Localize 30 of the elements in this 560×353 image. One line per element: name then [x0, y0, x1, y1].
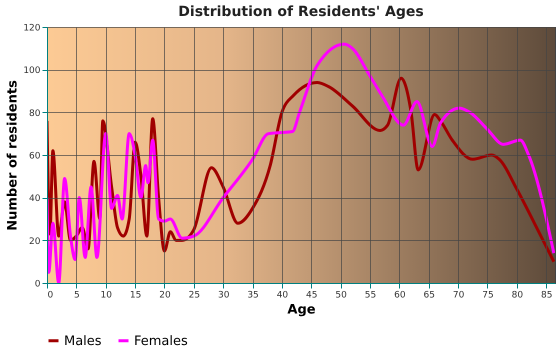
- y-tick-label: 100: [23, 66, 41, 76]
- x-tick-label: 0: [48, 290, 54, 300]
- x-tick-label: 55: [364, 290, 376, 300]
- y-tick-label: 40: [29, 194, 41, 204]
- y-tick-label: 0: [34, 280, 41, 290]
- x-tick-label: 75: [482, 290, 494, 300]
- x-tick-label: 20: [159, 290, 171, 300]
- y-axis-title: Number of residents: [5, 80, 20, 231]
- legend-label: Females: [134, 334, 188, 349]
- x-tick-label: 70: [452, 290, 465, 300]
- x-tick-label: 80: [512, 290, 524, 300]
- x-tick-label: 60: [394, 290, 406, 300]
- x-tick-label: 5: [74, 290, 80, 300]
- y-tick-label: 120: [23, 24, 41, 34]
- y-tick-label: 20: [29, 236, 41, 247]
- x-tick-label: 85: [540, 290, 552, 300]
- x-tick-label: 25: [188, 290, 200, 300]
- legend-label: Males: [64, 334, 102, 349]
- x-tick-label: 45: [306, 290, 318, 300]
- y-tick-label: 80: [29, 108, 41, 119]
- x-tick-label: 65: [424, 290, 435, 300]
- y-tick-label: 60: [29, 152, 41, 162]
- x-tick-label: 40: [276, 290, 288, 300]
- x-tick-label: 35: [247, 290, 259, 300]
- x-tick-label: 50: [335, 290, 348, 300]
- chart-title: Distribution of Residents' Ages: [178, 4, 424, 20]
- x-tick-label: 10: [100, 290, 112, 300]
- x-tick-label: 30: [218, 290, 230, 300]
- x-axis-title: Age: [287, 302, 316, 318]
- x-tick-label: 15: [130, 290, 142, 300]
